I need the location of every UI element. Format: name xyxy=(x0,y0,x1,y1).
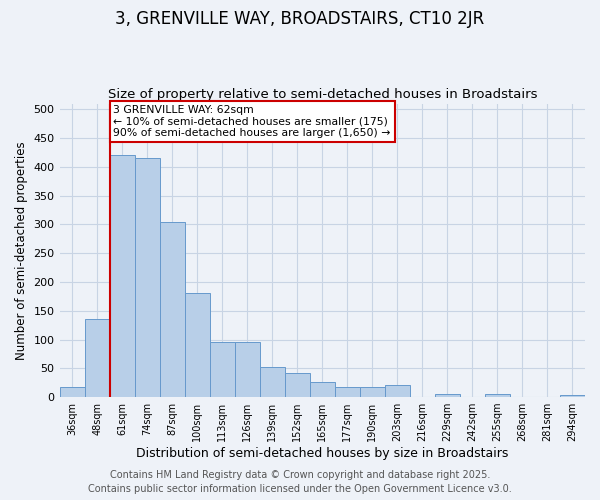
Bar xyxy=(435,394,460,397)
Y-axis label: Number of semi-detached properties: Number of semi-detached properties xyxy=(15,141,28,360)
Title: Size of property relative to semi-detached houses in Broadstairs: Size of property relative to semi-detach… xyxy=(107,88,537,101)
Bar xyxy=(485,394,510,397)
Bar xyxy=(110,156,134,397)
Bar xyxy=(134,158,160,397)
X-axis label: Distribution of semi-detached houses by size in Broadstairs: Distribution of semi-detached houses by … xyxy=(136,447,508,460)
Bar xyxy=(185,294,209,397)
Bar xyxy=(560,396,585,397)
Bar xyxy=(235,342,260,397)
Text: Contains HM Land Registry data © Crown copyright and database right 2025.
Contai: Contains HM Land Registry data © Crown c… xyxy=(88,470,512,494)
Bar xyxy=(209,342,235,397)
Bar xyxy=(260,366,285,397)
Bar xyxy=(310,382,335,397)
Bar xyxy=(360,388,385,397)
Bar xyxy=(59,386,85,397)
Bar xyxy=(160,222,185,397)
Bar xyxy=(285,374,310,397)
Bar xyxy=(85,320,110,397)
Bar xyxy=(385,385,410,397)
Bar xyxy=(335,386,360,397)
Text: 3 GRENVILLE WAY: 62sqm
← 10% of semi-detached houses are smaller (175)
90% of se: 3 GRENVILLE WAY: 62sqm ← 10% of semi-det… xyxy=(113,104,391,138)
Text: 3, GRENVILLE WAY, BROADSTAIRS, CT10 2JR: 3, GRENVILLE WAY, BROADSTAIRS, CT10 2JR xyxy=(115,10,485,28)
